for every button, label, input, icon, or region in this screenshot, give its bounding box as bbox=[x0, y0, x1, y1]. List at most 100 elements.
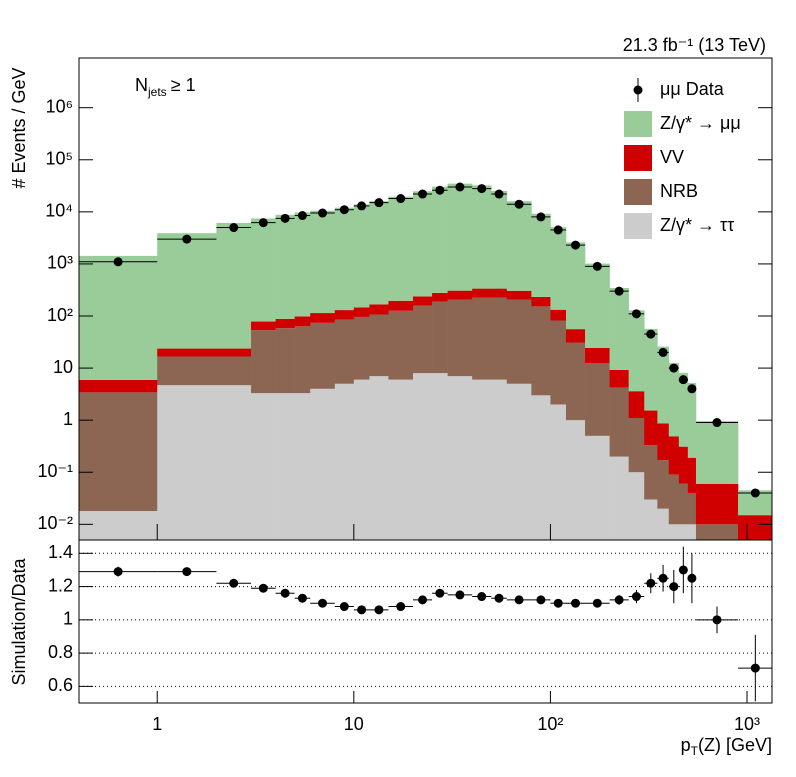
ratio-point bbox=[536, 595, 546, 605]
data-point bbox=[435, 185, 445, 195]
stack-bar bbox=[413, 191, 433, 297]
data-point bbox=[494, 189, 504, 199]
ratio-point bbox=[258, 583, 268, 593]
stack-bar bbox=[695, 524, 739, 540]
stack-bar bbox=[609, 369, 629, 388]
y-axis-title: # Events / GeV bbox=[9, 67, 29, 188]
stack-bar bbox=[472, 288, 492, 298]
x-title-rest: (Z) [GeV] bbox=[698, 735, 772, 755]
stack-bar bbox=[657, 508, 670, 540]
stack-bar bbox=[388, 300, 414, 311]
stack-bar bbox=[628, 310, 645, 392]
stack-bar bbox=[369, 314, 389, 377]
ratio-point bbox=[357, 605, 367, 615]
data-point bbox=[182, 234, 192, 244]
x-tick-label: 10² bbox=[537, 714, 563, 734]
stack-bar bbox=[413, 373, 433, 540]
stack-bar bbox=[353, 307, 370, 317]
stack-bar bbox=[657, 423, 670, 461]
stack-bar bbox=[216, 222, 252, 349]
data-point bbox=[113, 257, 123, 267]
ratio-tick-label: 1.2 bbox=[48, 575, 73, 595]
stack-bar bbox=[275, 393, 295, 540]
ratio-point bbox=[614, 595, 624, 605]
stack-bar bbox=[294, 326, 311, 394]
stack-bar bbox=[668, 436, 680, 475]
stack-bar bbox=[388, 379, 414, 540]
stack-bar bbox=[531, 395, 551, 540]
stack-bar bbox=[310, 210, 336, 314]
stack-bar bbox=[585, 263, 610, 348]
ratio-point bbox=[553, 598, 563, 608]
data-point bbox=[455, 182, 465, 192]
y-tick-label: 10² bbox=[47, 305, 73, 325]
stack-bar bbox=[678, 483, 689, 525]
data-point bbox=[536, 212, 546, 222]
data-point bbox=[280, 213, 290, 223]
stack-bar bbox=[413, 305, 433, 374]
data-point bbox=[317, 208, 327, 218]
data-point bbox=[571, 240, 581, 250]
y-tick-label: 10⁻¹ bbox=[37, 461, 73, 481]
ratio-point bbox=[418, 595, 428, 605]
lumi: 21.3 fb⁻¹ (13 TeV) bbox=[623, 35, 766, 55]
stack-bar bbox=[491, 288, 508, 298]
stack-bar bbox=[531, 213, 551, 297]
y-tick-label: 10⁻² bbox=[37, 513, 73, 533]
stack-bar bbox=[447, 376, 473, 540]
stack-bar bbox=[157, 385, 217, 540]
stack-bar bbox=[506, 299, 532, 384]
ratio-point bbox=[631, 592, 641, 602]
ratio-tick-label: 0.8 bbox=[48, 642, 73, 662]
ratio-point bbox=[339, 602, 349, 612]
stack-bar bbox=[531, 306, 551, 396]
x-title-main: p bbox=[681, 735, 691, 755]
y-tick-label: 10³ bbox=[47, 253, 73, 273]
stack-bar bbox=[550, 320, 567, 405]
stack-bar bbox=[432, 373, 448, 540]
stack-bar bbox=[472, 185, 492, 289]
data-point bbox=[669, 363, 679, 373]
data-point bbox=[614, 286, 624, 296]
stack-bar bbox=[353, 379, 370, 540]
stack-bar bbox=[687, 492, 697, 525]
stack-bar bbox=[491, 297, 508, 380]
ratio-point bbox=[113, 567, 123, 577]
ratio-point bbox=[592, 598, 602, 608]
legend-swatch bbox=[624, 213, 652, 239]
stack-bar bbox=[334, 310, 355, 320]
data-point bbox=[396, 194, 406, 204]
stack-bar bbox=[157, 233, 217, 349]
data-point bbox=[646, 329, 656, 339]
stack-bar bbox=[738, 515, 772, 540]
ratio-frame bbox=[78, 539, 773, 704]
data-point bbox=[712, 418, 722, 428]
ratio-point bbox=[678, 565, 688, 575]
stack-bar bbox=[678, 446, 689, 484]
ratio-point bbox=[229, 578, 239, 588]
x-axis-title: pT(Z) [GeV] bbox=[681, 735, 772, 758]
legend-label: Z/γ* → μμ bbox=[660, 113, 741, 133]
legend-label: VV bbox=[660, 147, 684, 167]
x-title-sub: T bbox=[691, 744, 699, 758]
stack-bar bbox=[251, 393, 276, 540]
data-point bbox=[258, 218, 268, 228]
stack-bar bbox=[472, 379, 492, 540]
stack-bar bbox=[334, 319, 355, 384]
stack-bar bbox=[550, 404, 567, 540]
data-point bbox=[658, 347, 668, 357]
ratio-point bbox=[297, 593, 307, 603]
stack-bar bbox=[628, 418, 645, 473]
stack-bar bbox=[216, 348, 252, 357]
stack-bar bbox=[353, 204, 370, 308]
annotation: Njets ≥ 1 bbox=[135, 75, 196, 99]
ratio-point bbox=[658, 573, 668, 583]
y-tick-label: 1 bbox=[63, 409, 73, 429]
data-point bbox=[687, 384, 697, 394]
stack-bar bbox=[668, 524, 680, 540]
legend-swatch bbox=[624, 111, 652, 137]
ratio-point bbox=[687, 573, 697, 583]
stack-bar bbox=[687, 382, 697, 458]
stack-bar bbox=[585, 435, 610, 540]
